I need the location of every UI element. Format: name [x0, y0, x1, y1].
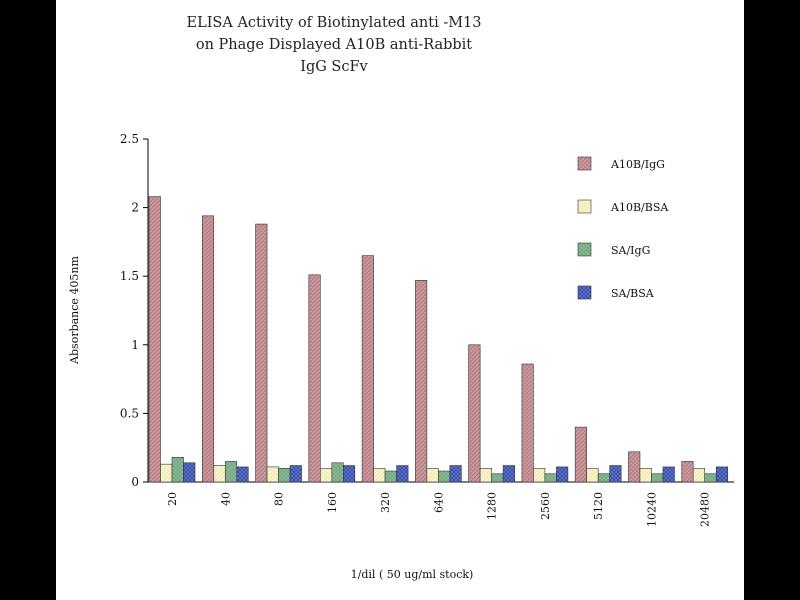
- chart-title-line-2: on Phage Displayed A10B anti-Rabbit: [196, 37, 472, 53]
- x-tick-label: 80: [273, 492, 286, 506]
- x-tick-label: 40: [219, 492, 232, 506]
- bar-sa-bsa-5120: [609, 465, 622, 483]
- bar-sa-igg-80: [278, 467, 291, 483]
- bar-sa-bsa-1280: [502, 465, 515, 483]
- legend-label: A10B/BSA: [610, 201, 669, 214]
- bar-a10b-bsa-160: [320, 467, 333, 483]
- x-tick-label: 5120: [592, 492, 605, 520]
- bar-sa-bsa-640: [449, 465, 462, 483]
- bar-a10b-bsa-640: [426, 467, 439, 483]
- bar-sa-bsa-10240: [662, 466, 675, 483]
- bar-sa-bsa-40: [236, 466, 249, 483]
- bar-a10b-igg-640: [415, 280, 428, 483]
- bar-sa-igg-20: [171, 457, 184, 483]
- chart-frame: ELISA Activity of Biotinylated anti -M13…: [56, 0, 744, 600]
- bar-a10b-bsa-20: [160, 463, 173, 483]
- bar-a10b-bsa-2560: [533, 467, 546, 483]
- chart-title-line-3: IgG ScFv: [300, 59, 368, 75]
- bar-sa-igg-640: [438, 470, 451, 483]
- legend-label: A10B/IgG: [610, 158, 665, 171]
- bar-a10b-igg-5120: [574, 426, 587, 483]
- bar-a10b-igg-1280: [468, 344, 481, 483]
- legend: A10B/IgG A10B/BSA SA/IgG SA/BSA: [577, 156, 669, 300]
- y-tick-label: 2.5: [120, 132, 139, 146]
- bar-a10b-igg-10240: [628, 451, 641, 483]
- bar-sa-igg-40: [224, 461, 238, 483]
- bar-a10b-igg-160: [308, 274, 321, 483]
- bar-a10b-bsa-20480: [692, 467, 706, 483]
- bar-sa-igg-20480: [704, 473, 717, 483]
- legend-swatch-sa-igg: [577, 242, 592, 257]
- bar-sa-igg-160: [331, 462, 344, 483]
- legend-swatch-a10b-igg: [577, 156, 592, 171]
- y-tick-label: 1: [131, 338, 139, 352]
- x-tick-label: 640: [432, 492, 445, 513]
- y-axis-label: Absorbance 405nm: [68, 255, 81, 364]
- y-axis-ticks: 0 0.5 1 1.5 2 2.5: [120, 132, 148, 489]
- bar-sa-bsa-320: [396, 465, 409, 483]
- x-tick-label: 20: [166, 492, 179, 506]
- bar-a10b-igg-40: [201, 215, 215, 483]
- y-tick-label: 2: [131, 201, 139, 215]
- bar-sa-bsa-2560: [556, 466, 569, 483]
- bar-sa-bsa-20: [183, 462, 196, 483]
- bar-chart: ELISA Activity of Biotinylated anti -M13…: [68, 15, 734, 581]
- bar-sa-igg-10240: [651, 473, 664, 483]
- bar-sa-bsa-160: [343, 465, 356, 483]
- bar-a10b-bsa-1280: [479, 467, 492, 483]
- y-tick-label: 0: [131, 475, 139, 489]
- legend-swatch-sa-bsa: [577, 285, 592, 300]
- chart-title-line-1: ELISA Activity of Biotinylated anti -M13: [186, 15, 481, 31]
- bar-a10b-igg-20480: [681, 461, 694, 483]
- bar-sa-igg-5120: [597, 473, 610, 483]
- x-tick-label: 10240: [645, 492, 658, 527]
- y-tick-label: 0.5: [120, 406, 139, 420]
- x-tick-label: 1280: [486, 492, 499, 520]
- bar-sa-bsa-20480: [715, 466, 729, 483]
- bar-a10b-bsa-40: [213, 465, 226, 483]
- bar-a10b-bsa-320: [373, 467, 386, 483]
- bar-a10b-igg-2560: [521, 363, 534, 483]
- bar-a10b-bsa-80: [266, 466, 279, 483]
- x-tick-label: 320: [379, 492, 392, 513]
- legend-label: SA/BSA: [611, 287, 655, 300]
- x-axis-label: 1/dil ( 50 ug/ml stock): [351, 568, 474, 581]
- bar-sa-bsa-80: [289, 465, 302, 483]
- bar-sa-igg-2560: [544, 473, 557, 483]
- bar-a10b-igg-80: [255, 223, 268, 483]
- x-tick-label: 20480: [699, 492, 712, 527]
- bar-a10b-bsa-10240: [639, 467, 652, 483]
- bar-a10b-igg-320: [361, 255, 374, 483]
- y-tick-label: 1.5: [120, 269, 139, 283]
- bar-a10b-bsa-5120: [586, 467, 599, 483]
- bar-a10b-igg-20: [148, 196, 161, 483]
- x-axis-ticks: 20 40 80 160 320 640 1280 2560 5120 10240 20480: [166, 492, 712, 527]
- x-tick-label: 2560: [539, 492, 552, 520]
- legend-swatch-a10b-bsa: [577, 199, 592, 214]
- x-tick-label: 160: [326, 492, 339, 513]
- bars-group: [148, 196, 729, 483]
- legend-label: SA/IgG: [611, 244, 650, 257]
- bar-sa-igg-1280: [491, 473, 504, 483]
- bar-sa-igg-320: [384, 470, 397, 483]
